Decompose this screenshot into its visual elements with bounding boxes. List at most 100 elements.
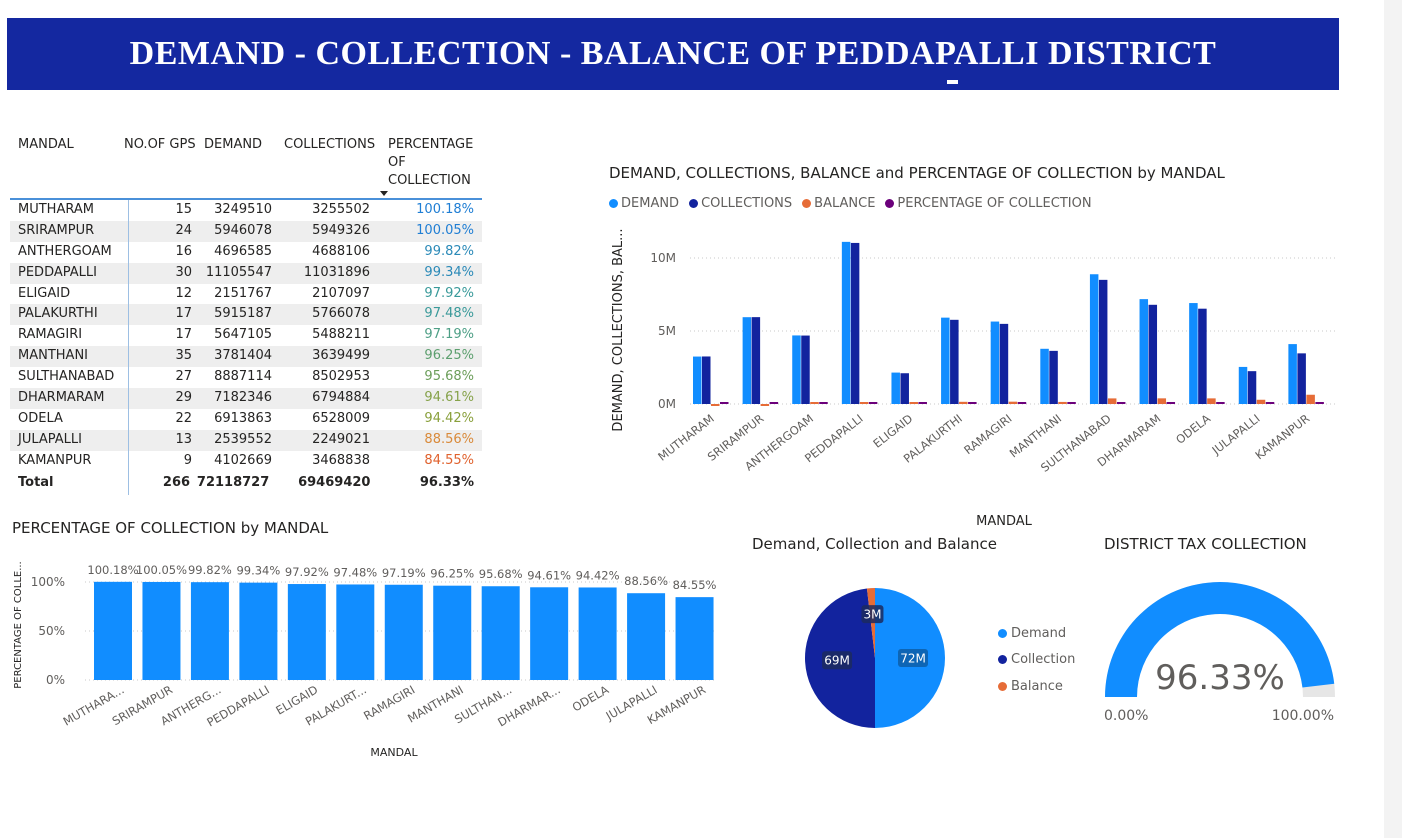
header-percentage[interactable]: PERCENTAGE OF COLLECTION xyxy=(388,137,474,188)
chart1-bar-collections xyxy=(1297,353,1306,404)
chart2-title: PERCENTAGE OF COLLECTION by MANDAL xyxy=(12,519,329,537)
chart1-bar-balance xyxy=(1008,401,1018,404)
cell-pct: 95.68% xyxy=(424,369,474,385)
cell-demand: 3781404 xyxy=(214,348,272,364)
chart1-bar-collections xyxy=(950,319,959,404)
legend-collections[interactable]: COLLECTIONS xyxy=(689,196,792,211)
table-row[interactable]: SULTHANABAD 27 8887114 8502953 95.68% xyxy=(10,367,482,388)
chart1-bar-collections xyxy=(751,317,761,404)
chart1-bar-demand xyxy=(1238,366,1248,404)
pie-legend-collection[interactable]: Collection xyxy=(998,647,1075,674)
table-row[interactable]: ODELA 22 6913863 6528009 94.42% xyxy=(10,409,482,430)
chart2-bar xyxy=(530,587,569,680)
chart1-bar-demand xyxy=(1139,299,1149,404)
chart1-bar-demand xyxy=(1288,344,1297,404)
gauge-chart[interactable]: 96.33% 0.00% 100.00% xyxy=(1095,575,1345,735)
legend-percentage-label: PERCENTAGE OF COLLECTION xyxy=(897,196,1092,211)
pie-legend-balance[interactable]: Balance xyxy=(998,673,1075,700)
table-row[interactable]: PALAKURTHI 17 5915187 5766078 97.48% xyxy=(10,304,482,326)
mandal-table: MANDAL NO.OF GPS DEMAND COLLECTIONS PERC… xyxy=(10,130,482,495)
chart2-data-label: 100.18% xyxy=(87,563,138,577)
chart1-title: DEMAND, COLLECTIONS, BALANCE and PERCENT… xyxy=(609,164,1225,182)
chart1-x-tick: KAMANPUR xyxy=(1252,411,1312,462)
chart1-y-tick: 0M xyxy=(658,397,676,411)
table-row[interactable]: ANTHERGOAM 16 4696585 4688106 99.82% xyxy=(10,242,482,263)
cell-mandal: ODELA xyxy=(18,410,63,426)
percentage-bar-chart[interactable]: PERCENTAGE OF COLLE... 0%50%100%100.18%MU… xyxy=(5,545,725,765)
chart1-bar-percentage-of-collection xyxy=(1116,402,1126,404)
pie-legend-demand-label: Demand xyxy=(1011,625,1067,641)
cell-mandal: KAMANPUR xyxy=(18,452,92,468)
right-scrollbar[interactable] xyxy=(1384,0,1402,838)
chart1-bar-demand xyxy=(1189,303,1198,404)
legend-percentage[interactable]: PERCENTAGE OF COLLECTION xyxy=(885,196,1092,211)
chart1-bar-demand xyxy=(1040,348,1049,404)
cell-demand: 5647105 xyxy=(214,327,272,343)
chart2-data-label: 95.68% xyxy=(479,567,523,581)
legend-demand[interactable]: DEMAND xyxy=(609,196,679,211)
chart1-bar-demand xyxy=(1089,274,1099,404)
cell-mandal: PALAKURTHI xyxy=(18,306,98,322)
cell-gps: 15 xyxy=(175,202,192,217)
table-row[interactable]: RAMAGIRI 17 5647105 5488211 97.19% xyxy=(10,325,482,346)
chart1-bar-collections xyxy=(999,323,1009,404)
cell-mandal: SULTHANABAD xyxy=(18,369,115,385)
cell-collections: 2249021 xyxy=(312,431,370,447)
table-row[interactable]: ELIGAID 12 2151767 2107097 97.92% xyxy=(10,284,482,305)
pie-data-label-bg xyxy=(898,649,928,667)
table-column-divider xyxy=(128,200,129,495)
table-row[interactable]: PEDDAPALLI 30 11105547 11031896 99.34% xyxy=(10,262,482,284)
pie-legend-demand[interactable]: Demand xyxy=(998,620,1075,647)
pie-data-label: 69M xyxy=(824,654,850,668)
title-banner: DEMAND - COLLECTION - BALANCE OF PEDDAPA… xyxy=(7,18,1339,90)
total-label: Total xyxy=(18,474,54,490)
chart2-y-tick: 50% xyxy=(38,624,65,638)
chart1-y-tick: 10M xyxy=(650,251,676,265)
table-total-row: Total 266 72118727 69469420 96.33% xyxy=(10,472,482,494)
gauge-fill xyxy=(1105,582,1335,697)
table-row[interactable]: SRIRAMPUR 24 5946078 5949326 100.05% xyxy=(10,220,482,242)
chart1-x-tick: ODELA xyxy=(1173,411,1213,447)
chart2-bar xyxy=(578,587,617,680)
table-row[interactable]: DHARMARAM 29 7182346 6794884 94.61% xyxy=(10,388,482,409)
gauge-min-label: 0.00% xyxy=(1104,708,1148,724)
sort-desc-icon[interactable] xyxy=(380,191,388,196)
chart1-bar-collections xyxy=(1247,371,1257,404)
legend-dot-balance xyxy=(802,199,812,208)
total-collections: 69469420 xyxy=(298,474,371,490)
cell-collections: 4688106 xyxy=(312,243,370,259)
clustered-bar-chart[interactable]: DEMAND, COLLECTIONS, BAL... 0M5M10MMUTHAR… xyxy=(600,220,1345,535)
chart1-bar-percentage-of-collection xyxy=(1166,402,1176,404)
table-row[interactable]: JULAPALLI 13 2539552 2249021 88.56% xyxy=(10,429,482,451)
chart2-data-label: 97.48% xyxy=(333,565,377,579)
cell-mandal: MUTHARAM xyxy=(18,202,94,217)
header-mandal[interactable]: MANDAL xyxy=(18,137,74,152)
header-gps[interactable]: NO.OF GPS xyxy=(124,137,196,152)
chart2-data-label: 88.56% xyxy=(624,574,668,588)
chart1-bar-percentage-of-collection xyxy=(1017,402,1027,404)
chart2-data-label: 94.61% xyxy=(527,568,571,582)
cell-mandal: RAMAGIRI xyxy=(18,327,83,343)
chart1-bar-percentage-of-collection xyxy=(819,402,828,404)
chart1-bar-balance xyxy=(909,402,918,404)
header-demand[interactable]: DEMAND xyxy=(204,137,263,152)
cell-collections: 6528009 xyxy=(312,410,370,426)
legend-balance[interactable]: BALANCE xyxy=(802,196,875,211)
cell-collections: 3255502 xyxy=(312,202,370,217)
cell-pct: 100.18% xyxy=(416,202,474,217)
pie-legend-dot-demand xyxy=(998,628,1007,638)
header-collections[interactable]: COLLECTIONS xyxy=(284,137,376,152)
cell-collections: 2107097 xyxy=(312,285,370,301)
pie-data-label-bg xyxy=(822,651,853,670)
cell-pct: 97.19% xyxy=(424,327,474,343)
pie-chart[interactable]: 72M 69M 3M xyxy=(800,583,950,733)
cell-collections: 3468838 xyxy=(312,452,370,468)
table-row[interactable]: KAMANPUR 9 4102669 3468838 84.55% xyxy=(10,451,482,472)
pie-legend-balance-label: Balance xyxy=(1011,678,1063,694)
table-row[interactable]: MANTHANI 35 3781404 3639499 96.25% xyxy=(10,346,482,368)
chart2-bar xyxy=(433,585,472,680)
chart1-bar-collections xyxy=(1049,350,1058,404)
table-row[interactable]: MUTHARAM 15 3249510 3255502 100.18% xyxy=(10,200,482,221)
pie-data-label: 3M xyxy=(863,608,881,622)
chart2-bar xyxy=(287,584,326,680)
